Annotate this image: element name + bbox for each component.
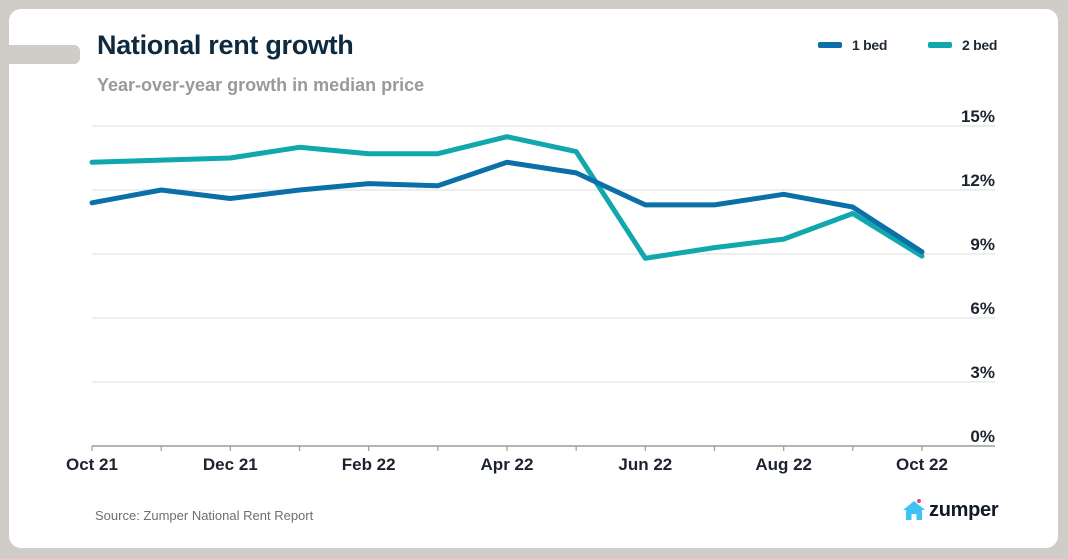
x-tick-label: Aug 22 xyxy=(755,455,812,474)
x-tick-label: Jun 22 xyxy=(618,455,672,474)
zumper-logo: zumper xyxy=(902,498,999,522)
chart-title: National rent growth xyxy=(97,30,354,60)
chart-card xyxy=(9,9,1058,548)
x-tick-label: Oct 21 xyxy=(66,455,118,474)
chart-subtitle: Year-over-year growth in median price xyxy=(97,75,425,95)
series-line-2-bed xyxy=(89,134,925,261)
y-tick-label: 6% xyxy=(970,299,995,318)
legend-swatch-2-bed xyxy=(928,42,952,48)
decorative-tab xyxy=(0,45,80,64)
y-tick-label: 0% xyxy=(970,427,995,446)
house-icon xyxy=(903,499,925,520)
x-tick-label: Apr 22 xyxy=(481,455,534,474)
legend-item-2-bed: 2 bed xyxy=(928,37,997,53)
x-axis-labels: Oct 21 Dec 21 Feb 22 Apr 22 Jun 22 Aug 22 Oct … xyxy=(66,455,948,474)
legend-label-1-bed: 1 bed xyxy=(852,37,888,53)
legend-label-2-bed: 2 bed xyxy=(962,37,998,53)
source-note: Source: Zumper National Rent Report xyxy=(95,508,314,523)
x-tick-label: Dec 21 xyxy=(203,455,258,474)
legend-swatch-1-bed xyxy=(818,42,842,48)
series-lines xyxy=(89,134,925,261)
x-tick-label: Oct 22 xyxy=(896,455,948,474)
x-tick-label: Feb 22 xyxy=(342,455,396,474)
y-tick-label: 9% xyxy=(970,235,995,254)
x-axis xyxy=(91,445,995,451)
legend-item-1-bed: 1 bed xyxy=(818,37,887,53)
series-line-1-bed xyxy=(89,159,925,255)
y-axis-labels: 0% 3% 6% 9% 12% 15% xyxy=(961,107,995,446)
y-tick-label: 12% xyxy=(961,171,995,190)
gridlines xyxy=(92,125,995,383)
logo-text: zumper xyxy=(929,498,999,521)
y-tick-label: 3% xyxy=(970,363,995,382)
y-tick-label: 15% xyxy=(961,107,995,126)
